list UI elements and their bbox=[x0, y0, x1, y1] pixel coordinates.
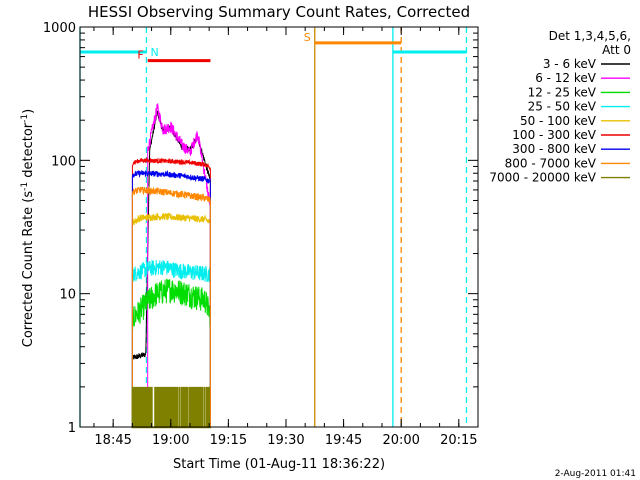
axis-ticks bbox=[80, 27, 479, 428]
y-axis-label-end: ) bbox=[21, 109, 36, 114]
series-8 bbox=[131, 185, 211, 427]
series-trace bbox=[147, 103, 211, 427]
x-tick-label-1: 18:45 bbox=[94, 433, 131, 448]
y-axis-label-sup1: -1 bbox=[20, 182, 30, 191]
annotation-label: N bbox=[150, 46, 158, 59]
y-axis-label: Corrected Count Rate (s-1 detector-1) bbox=[20, 109, 36, 347]
legend-item-4: 25 - 50 keV bbox=[528, 100, 630, 114]
legend-item-9: 7000 - 20000 keV bbox=[489, 171, 630, 185]
annotation-layer: NF S bbox=[80, 31, 467, 63]
x-tick-label-7: 20:15 bbox=[440, 433, 477, 448]
y-tick-label-1: 1 bbox=[68, 421, 76, 436]
series-trace bbox=[131, 386, 212, 429]
legend-item-1: 3 - 6 keV bbox=[543, 57, 630, 71]
footer-timestamp: 2-Aug-2011 01:41 bbox=[555, 469, 636, 479]
annotation-night-1: N bbox=[80, 46, 159, 59]
legend-item-label: 12 - 25 keV bbox=[528, 85, 597, 99]
chart-title: HESSI Observing Summary Count Rates, Cor… bbox=[88, 3, 470, 21]
legend-item-label: 800 - 7000 keV bbox=[505, 156, 597, 170]
annotation-label: S bbox=[304, 31, 311, 44]
y-axis-label-main: Corrected Count Rate (s bbox=[21, 191, 36, 348]
y-tick-label-4: 1000 bbox=[43, 21, 76, 36]
series-5 bbox=[131, 212, 211, 427]
series-trace bbox=[131, 156, 211, 427]
legend-item-label: 3 - 6 keV bbox=[543, 57, 597, 71]
legend-item-8: 800 - 7000 keV bbox=[505, 156, 630, 170]
series-trace bbox=[131, 169, 211, 427]
legend-item-label: 6 - 12 keV bbox=[535, 71, 597, 85]
series-9 bbox=[131, 386, 212, 429]
x-tick-label-4: 19:30 bbox=[267, 433, 304, 448]
x-tick-label-5: 19:45 bbox=[325, 433, 362, 448]
y-tick-label-3: 100 bbox=[51, 154, 76, 169]
series-trace bbox=[131, 259, 211, 427]
legend-item-label: 300 - 800 keV bbox=[512, 142, 596, 156]
x-axis-label: Start Time (01-Aug-11 18:36:22) bbox=[173, 457, 385, 472]
annotation-saa-4: S bbox=[304, 31, 402, 45]
x-tick-label-2: 19:00 bbox=[152, 433, 189, 448]
legend-item-5: 50 - 100 keV bbox=[520, 114, 630, 128]
annotation-label: F bbox=[137, 49, 143, 62]
legend-item-6: 100 - 300 keV bbox=[512, 128, 630, 142]
series-2 bbox=[147, 103, 211, 427]
series-trace bbox=[131, 278, 211, 427]
y-tick-labels: 1 10 100 1000 bbox=[43, 21, 76, 436]
series-layer bbox=[131, 103, 212, 429]
legend-header-line-2: Att 0 bbox=[602, 43, 631, 57]
series-4 bbox=[131, 259, 211, 427]
time-markers bbox=[79, 27, 468, 427]
legend-item-7: 300 - 800 keV bbox=[512, 142, 630, 156]
legend-header-line-1: Det 1,3,4,5,6, bbox=[549, 29, 631, 43]
legend-item-2: 6 - 12 keV bbox=[535, 71, 630, 85]
series-7 bbox=[131, 169, 211, 427]
y-axis-label-sup2: -1 bbox=[20, 114, 30, 123]
legend-item-label: 25 - 50 keV bbox=[528, 100, 597, 114]
x-tick-label-6: 20:00 bbox=[382, 433, 419, 448]
x-tick-labels: 18:45 19:00 19:15 19:30 19:45 20:00 20:15 bbox=[94, 433, 477, 448]
series-3 bbox=[131, 278, 211, 427]
legend-item-label: 7000 - 20000 keV bbox=[489, 171, 596, 185]
series-trace bbox=[131, 212, 211, 427]
legend-item-label: 100 - 300 keV bbox=[512, 128, 596, 142]
x-tick-label-3: 19:15 bbox=[210, 433, 247, 448]
plot-frame bbox=[79, 26, 479, 428]
annotation-flare-3: F bbox=[137, 49, 211, 63]
series-trace bbox=[131, 185, 211, 427]
legend-item-3: 12 - 25 keV bbox=[528, 85, 630, 99]
legend-item-label: 50 - 100 keV bbox=[520, 114, 597, 128]
y-tick-label-2: 10 bbox=[59, 288, 76, 303]
y-axis-label-mid: detector bbox=[21, 122, 36, 182]
series-6 bbox=[131, 156, 211, 427]
